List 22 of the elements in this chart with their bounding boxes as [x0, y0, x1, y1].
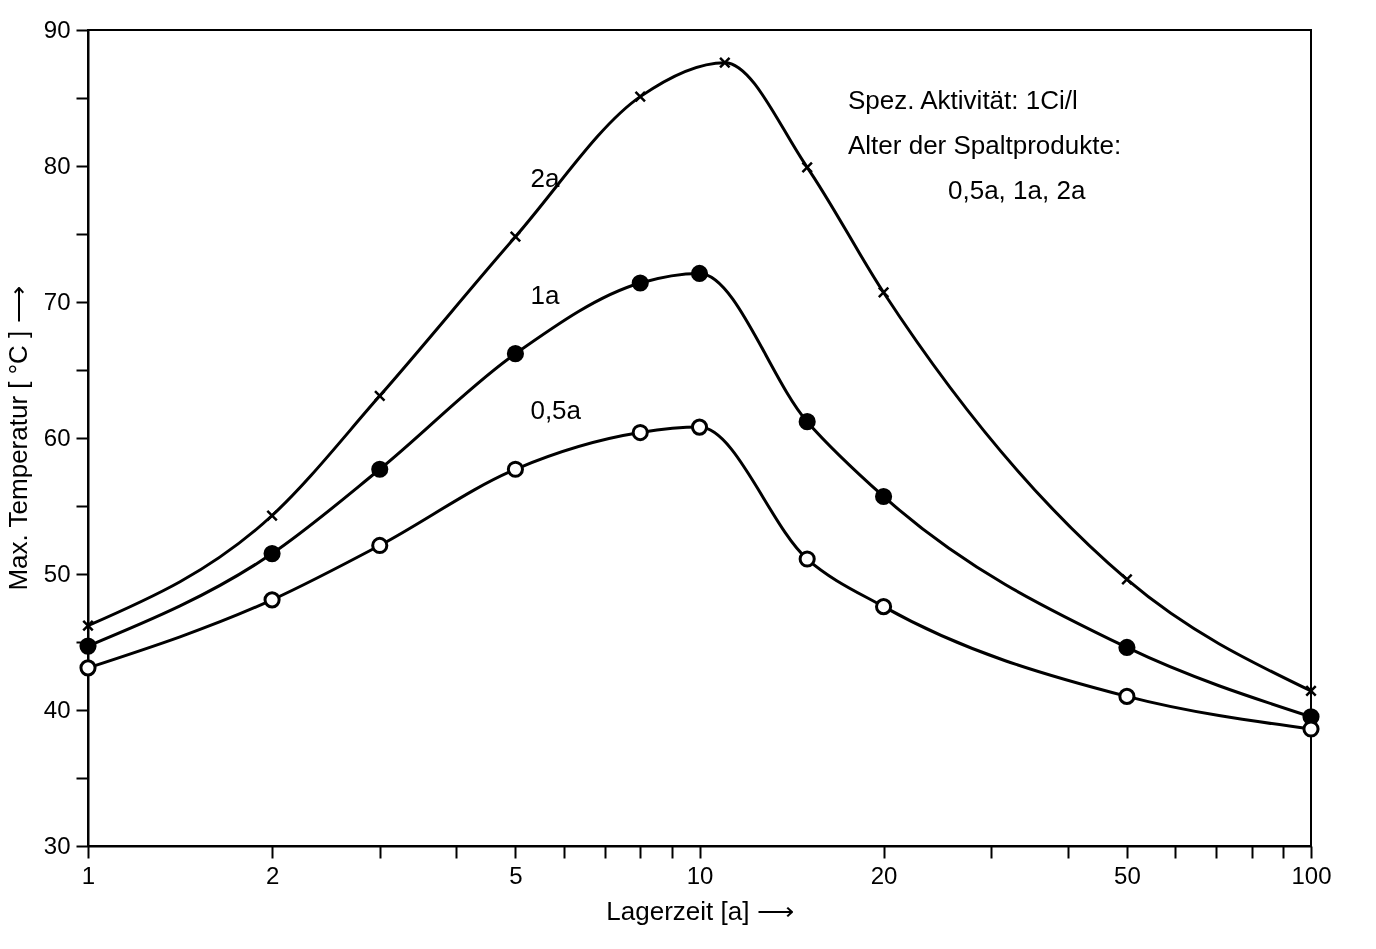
series-label: 0,5a [530, 395, 582, 426]
y-tick-label: 60 [43, 423, 71, 451]
y-tick-label: 30 [43, 831, 71, 859]
x-tick-label: 10 [686, 861, 714, 889]
y-tick-label: 40 [43, 695, 71, 723]
annotation: 0,5a, 1a, 2a [948, 175, 1086, 205]
series-label: 2a [530, 162, 560, 193]
x-tick-label: 2 [265, 861, 280, 889]
series-label: 1a [530, 279, 560, 310]
x-tick-label: 1 [81, 861, 96, 889]
y-tick-label: 90 [43, 15, 71, 43]
x-tick-label: 20 [870, 861, 898, 889]
y-tick-label: 70 [43, 287, 71, 315]
x-tick-label: 100 [1291, 861, 1332, 889]
x-tick-label: 50 [1114, 861, 1141, 889]
annotation: Alter der Spaltprodukte: [848, 130, 1122, 160]
x-tick-label: 5 [509, 861, 523, 889]
annotation: Spez. Aktivität: 1Ci/l [848, 85, 1078, 115]
y-tick-label: 50 [43, 559, 71, 587]
y-tick-label: 80 [43, 151, 71, 179]
x-axis-title: Lagerzeit [a] ⟶ [606, 895, 794, 926]
y-axis-title: Max. Temperatur [ °C ] ⟶ [2, 286, 33, 591]
